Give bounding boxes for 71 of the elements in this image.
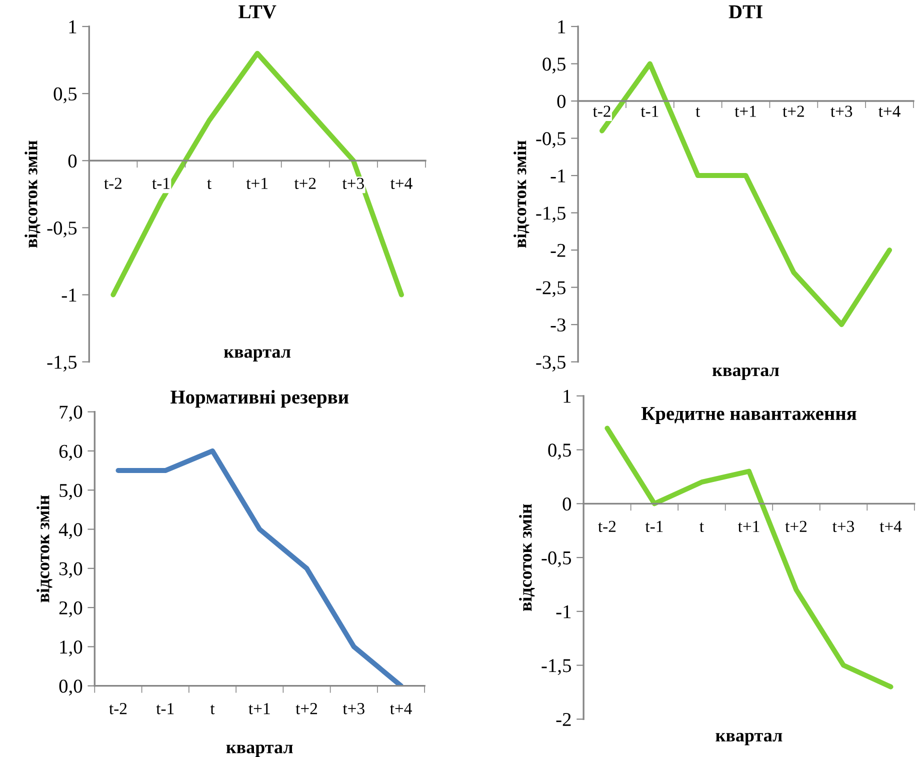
x-tick-label: t+3: [342, 703, 364, 714]
chart-title: LTV: [238, 5, 276, 18]
y-tick-label: -3,5: [536, 356, 566, 372]
y-tick-label: 7,0: [60, 406, 82, 422]
y-tick-label: -2,5: [536, 281, 566, 298]
y-axis-title: відсоток змін: [514, 140, 530, 248]
y-tick-label: -0,5: [536, 132, 566, 148]
y-tick-label: -1,5: [542, 659, 571, 676]
x-tick-label: t-1: [640, 106, 658, 117]
y-tick-label: -3: [550, 318, 566, 332]
y-tick-label: -0,5: [47, 222, 77, 238]
x-tick-label: t: [210, 704, 215, 714]
y-tick-label: 4,0: [58, 523, 82, 539]
y-tick-label: -1: [550, 169, 566, 182]
y-tick-label: 1: [69, 20, 76, 34]
x-tick-label: t: [696, 107, 700, 117]
chart-title: DTI: [728, 5, 762, 18]
y-tick-label: -2: [550, 244, 566, 257]
x-axis-title: квартал: [716, 732, 782, 746]
x-axis-title: квартал: [712, 368, 779, 380]
x-tick-label: t-1: [645, 520, 663, 532]
x-tick-label: t+3: [342, 178, 364, 190]
y-tick-label: 0: [562, 497, 572, 511]
y-tick-label: 1,0: [60, 640, 82, 656]
x-tick-label: t-2: [109, 703, 127, 714]
y-tick-label: -1: [556, 605, 571, 618]
x-tick-label: t+2: [296, 703, 318, 714]
y-tick-label: -1,5: [47, 356, 77, 372]
x-tick-label: t+2: [782, 106, 804, 117]
x-tick-label: t+1: [246, 178, 268, 190]
x-axis-title: квартал: [226, 744, 293, 757]
x-tick-label: t-2: [598, 520, 616, 532]
y-tick-label: 1: [558, 20, 566, 34]
x-tick-label: t-1: [152, 178, 170, 190]
y-tick-label: 3,0: [59, 562, 82, 578]
x-tick-label: t+3: [830, 106, 852, 117]
x-axis-title: квартал: [224, 349, 291, 362]
y-tick-label: -2: [556, 713, 571, 726]
x-tick-label: t-2: [104, 178, 122, 190]
x-tick-label: t+1: [734, 106, 756, 117]
y-tick-label: 6,0: [59, 444, 82, 461]
y-axis-title: відсоток змін: [24, 140, 40, 248]
x-tick-label: t+1: [248, 703, 270, 714]
x-tick-label: t+2: [785, 520, 807, 532]
x-tick-label: t+3: [832, 520, 854, 532]
y-tick-label: -1,5: [536, 206, 566, 223]
y-tick-label: 1: [564, 390, 571, 403]
x-tick-label: t+1: [738, 520, 760, 532]
y-tick-label: 0,5: [548, 444, 571, 460]
x-tick-label: t+4: [390, 178, 412, 190]
y-tick-label: 0,0: [59, 680, 82, 696]
x-tick-label: t-2: [592, 106, 610, 117]
x-tick-label: t+4: [390, 703, 412, 714]
y-tick-label: 0,5: [54, 87, 77, 104]
y-axis-title: відсоток змін: [519, 504, 535, 612]
x-tick-label: t: [207, 179, 212, 190]
y-tick-label: 2,0: [59, 601, 82, 618]
y-tick-label: 5,0: [60, 484, 82, 500]
x-tick-label: t+2: [294, 178, 316, 190]
x-tick-label: t+4: [880, 520, 902, 532]
y-tick-label: 0,5: [542, 58, 566, 74]
x-tick-label: t+4: [878, 106, 900, 117]
y-tick-label: 0: [68, 154, 77, 168]
x-tick-label: t: [700, 522, 704, 532]
x-tick-label: t-1: [156, 703, 174, 714]
chart-title: Нормативні резерви: [170, 390, 349, 408]
text: Кредитне навантаження: [641, 407, 856, 424]
y-tick-label: -1: [62, 288, 76, 302]
y-tick-label: -0,5: [542, 551, 571, 568]
y-axis-title: відсоток змін: [36, 495, 52, 602]
y-tick-label: 0: [557, 94, 566, 108]
